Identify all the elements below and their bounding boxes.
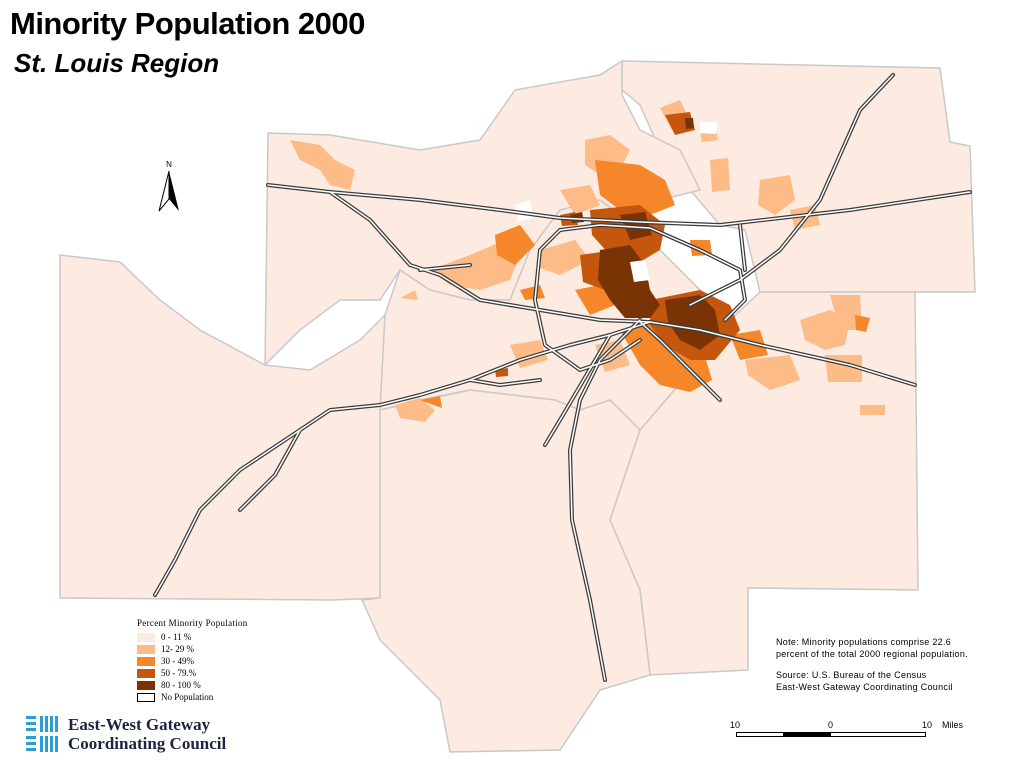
county-franklin xyxy=(59,254,386,601)
legend-label: 50 - 79.% xyxy=(161,668,197,678)
map-subtitle: St. Louis Region xyxy=(14,48,220,78)
county-jefferson xyxy=(360,389,651,753)
logo-line-2: Coordinating Council xyxy=(68,734,227,753)
legend-label: 0 - 11 % xyxy=(161,632,192,642)
logo-line-1: East-West Gateway xyxy=(68,715,211,734)
legend-item: No Population xyxy=(137,691,248,703)
legend-item: 0 - 11 % xyxy=(137,631,248,643)
legend-item: 50 - 79.% xyxy=(137,667,248,679)
legend-item: 30 - 49% xyxy=(137,655,248,667)
north-arrow: N xyxy=(155,160,183,216)
county-north-il xyxy=(621,60,976,293)
legend-item: 80 - 100 % xyxy=(137,679,248,691)
ewgcc-logo-icon xyxy=(26,716,58,752)
map-title: Minority Population 2000 xyxy=(10,6,365,41)
north-arrow-icon xyxy=(158,170,179,212)
scale-unit-label: Miles xyxy=(942,720,964,730)
legend: Percent Minority Population 0 - 11 % 12- … xyxy=(137,618,248,703)
scale-left-label: 10 xyxy=(730,720,741,730)
legend-label: No Population xyxy=(161,692,214,702)
highways xyxy=(153,73,972,682)
legend-swatch xyxy=(137,644,155,654)
legend-label: 12- 29 % xyxy=(161,644,194,654)
ewgcc-logo: East-West Gateway Coordinating Council xyxy=(26,714,226,754)
scale-mid-label: 0 xyxy=(828,720,834,730)
tracts-no-population xyxy=(515,122,718,282)
legend-label: 30 - 49% xyxy=(161,656,194,666)
legend-swatch xyxy=(137,656,155,666)
legend-swatch xyxy=(137,692,155,702)
scale-segment-2 xyxy=(783,732,831,737)
legend-label: 80 - 100 % xyxy=(161,680,201,690)
scale-bar: 10 0 10 Miles xyxy=(730,718,970,748)
legend-swatch xyxy=(137,680,155,690)
source-line: Source: U.S. Bureau of the Census xyxy=(776,670,927,680)
legend-item: 12- 29 % xyxy=(137,643,248,655)
note-line-1: Note: Minority populations comprise 22.6 xyxy=(776,637,952,647)
credit-line: East-West Gateway Coordinating Council xyxy=(776,682,953,692)
legend-title: Percent Minority Population xyxy=(137,618,248,628)
north-label: N xyxy=(166,160,172,169)
scale-segment-1 xyxy=(736,732,784,737)
legend-swatch xyxy=(137,632,155,642)
note-block: Note: Minority populations comprise 22.6… xyxy=(776,636,968,702)
tracts-30-49 xyxy=(420,160,870,408)
scale-right-label: 10 xyxy=(922,720,933,730)
scale-segment-3 xyxy=(830,732,926,737)
note-line-2: percent of the total 2000 regional popul… xyxy=(776,649,968,659)
legend-swatch xyxy=(137,668,155,678)
